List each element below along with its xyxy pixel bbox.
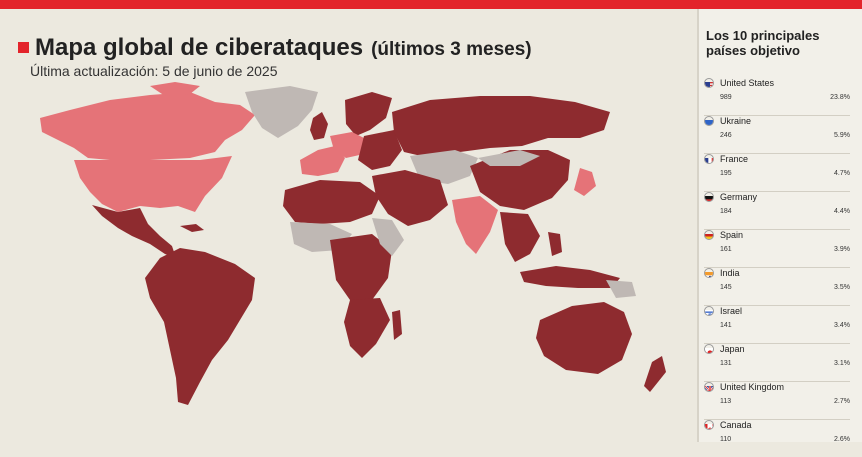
world-map	[0, 80, 697, 442]
attack-percent: 2.7%	[834, 398, 850, 405]
us-flag-icon	[704, 78, 714, 88]
ranking-item-canada[interactable]: Canada 110 2.6%	[704, 420, 850, 457]
country-png[interactable]	[606, 280, 636, 298]
country-name: Japan	[720, 344, 745, 354]
sidebar-title: Los 10 principales países objetivo	[706, 28, 856, 58]
country-philippines[interactable]	[548, 232, 562, 256]
ranking-item-spain[interactable]: Spain 161 3.9%	[704, 230, 850, 268]
country-name: India	[720, 268, 740, 278]
attack-count: 246	[720, 132, 732, 139]
last-updated: Última actualización: 5 de junio de 2025	[30, 63, 278, 79]
attack-count: 113	[720, 398, 731, 405]
attack-percent: 23.8%	[830, 94, 850, 101]
country-caribbean[interactable]	[180, 224, 204, 232]
country-southern-africa[interactable]	[344, 298, 390, 358]
attack-count: 131	[720, 360, 732, 367]
attack-count: 989	[720, 94, 732, 101]
attack-count: 145	[720, 284, 732, 291]
attack-count: 161	[720, 246, 732, 253]
country-india[interactable]	[452, 196, 498, 254]
ua-flag-icon	[704, 116, 714, 126]
country-name: France	[720, 154, 748, 164]
country-name: United States	[720, 78, 774, 88]
top-countries-panel: Los 10 principales países objetivo Unite…	[699, 9, 862, 442]
country-australia[interactable]	[536, 302, 632, 374]
top-accent-bar	[0, 0, 862, 9]
country-name: Ukraine	[720, 116, 751, 126]
fr-flag-icon	[704, 154, 714, 164]
attack-count: 195	[720, 170, 732, 177]
attack-percent: 3.4%	[834, 322, 850, 329]
country-madagascar[interactable]	[392, 310, 402, 340]
country-japan[interactable]	[574, 168, 596, 196]
country-southeast-asia[interactable]	[500, 212, 540, 262]
title-suffix: (últimos 3 meses)	[371, 39, 532, 61]
ranking-item-uk[interactable]: United Kingdom 113 2.7%	[704, 382, 850, 420]
de-flag-icon	[704, 192, 714, 202]
ranking-item-germany[interactable]: Germany 184 4.4%	[704, 192, 850, 230]
country-scandinavia[interactable]	[345, 92, 392, 136]
page-title: Mapa global de ciberataques (últimos 3 m…	[18, 34, 532, 62]
country-canada[interactable]	[40, 92, 255, 160]
country-name: United Kingdom	[720, 382, 784, 392]
ranking-item-japan[interactable]: Japan 131 3.1%	[704, 344, 850, 382]
country-indonesia[interactable]	[520, 266, 620, 288]
country-greenland[interactable]	[245, 86, 318, 138]
attack-percent: 5.9%	[834, 132, 850, 139]
attack-percent: 3.9%	[834, 246, 850, 253]
country-new-zealand[interactable]	[644, 356, 666, 392]
country-south-america[interactable]	[145, 248, 255, 405]
attack-percent: 4.7%	[834, 170, 850, 177]
attack-percent: 4.4%	[834, 208, 850, 215]
ranking-item-israel[interactable]: Israel 141 3.4%	[704, 306, 850, 344]
attack-percent: 3.1%	[834, 360, 850, 367]
country-united-states[interactable]	[74, 156, 232, 212]
il-flag-icon	[704, 306, 714, 316]
title-main: Mapa global de ciberataques	[35, 34, 363, 62]
country-name: Israel	[720, 306, 742, 316]
title-bullet-icon	[18, 42, 29, 53]
ranking-item-us[interactable]: United States 989 23.8%	[704, 78, 850, 116]
attack-count: 141	[720, 322, 732, 329]
country-uk[interactable]	[310, 112, 328, 140]
ranking-item-ukraine[interactable]: Ukraine 246 5.9%	[704, 116, 850, 154]
ranking-item-india[interactable]: India 145 3.5%	[704, 268, 850, 306]
country-north-africa[interactable]	[283, 180, 380, 224]
ca-flag-icon	[704, 420, 714, 430]
country-name: Canada	[720, 420, 752, 430]
attack-percent: 3.5%	[834, 284, 850, 291]
attack-count: 184	[720, 208, 732, 215]
es-flag-icon	[704, 230, 714, 240]
gb-flag-icon	[704, 382, 714, 392]
in-flag-icon	[704, 268, 714, 278]
ranking-item-france[interactable]: France 195 4.7%	[704, 154, 850, 192]
country-russia[interactable]	[392, 96, 610, 158]
country-mexico[interactable]	[92, 205, 176, 258]
country-eastern-europe[interactable]	[358, 130, 402, 170]
jp-flag-icon	[704, 344, 714, 354]
country-name: Spain	[720, 230, 743, 240]
country-name: Germany	[720, 192, 757, 202]
